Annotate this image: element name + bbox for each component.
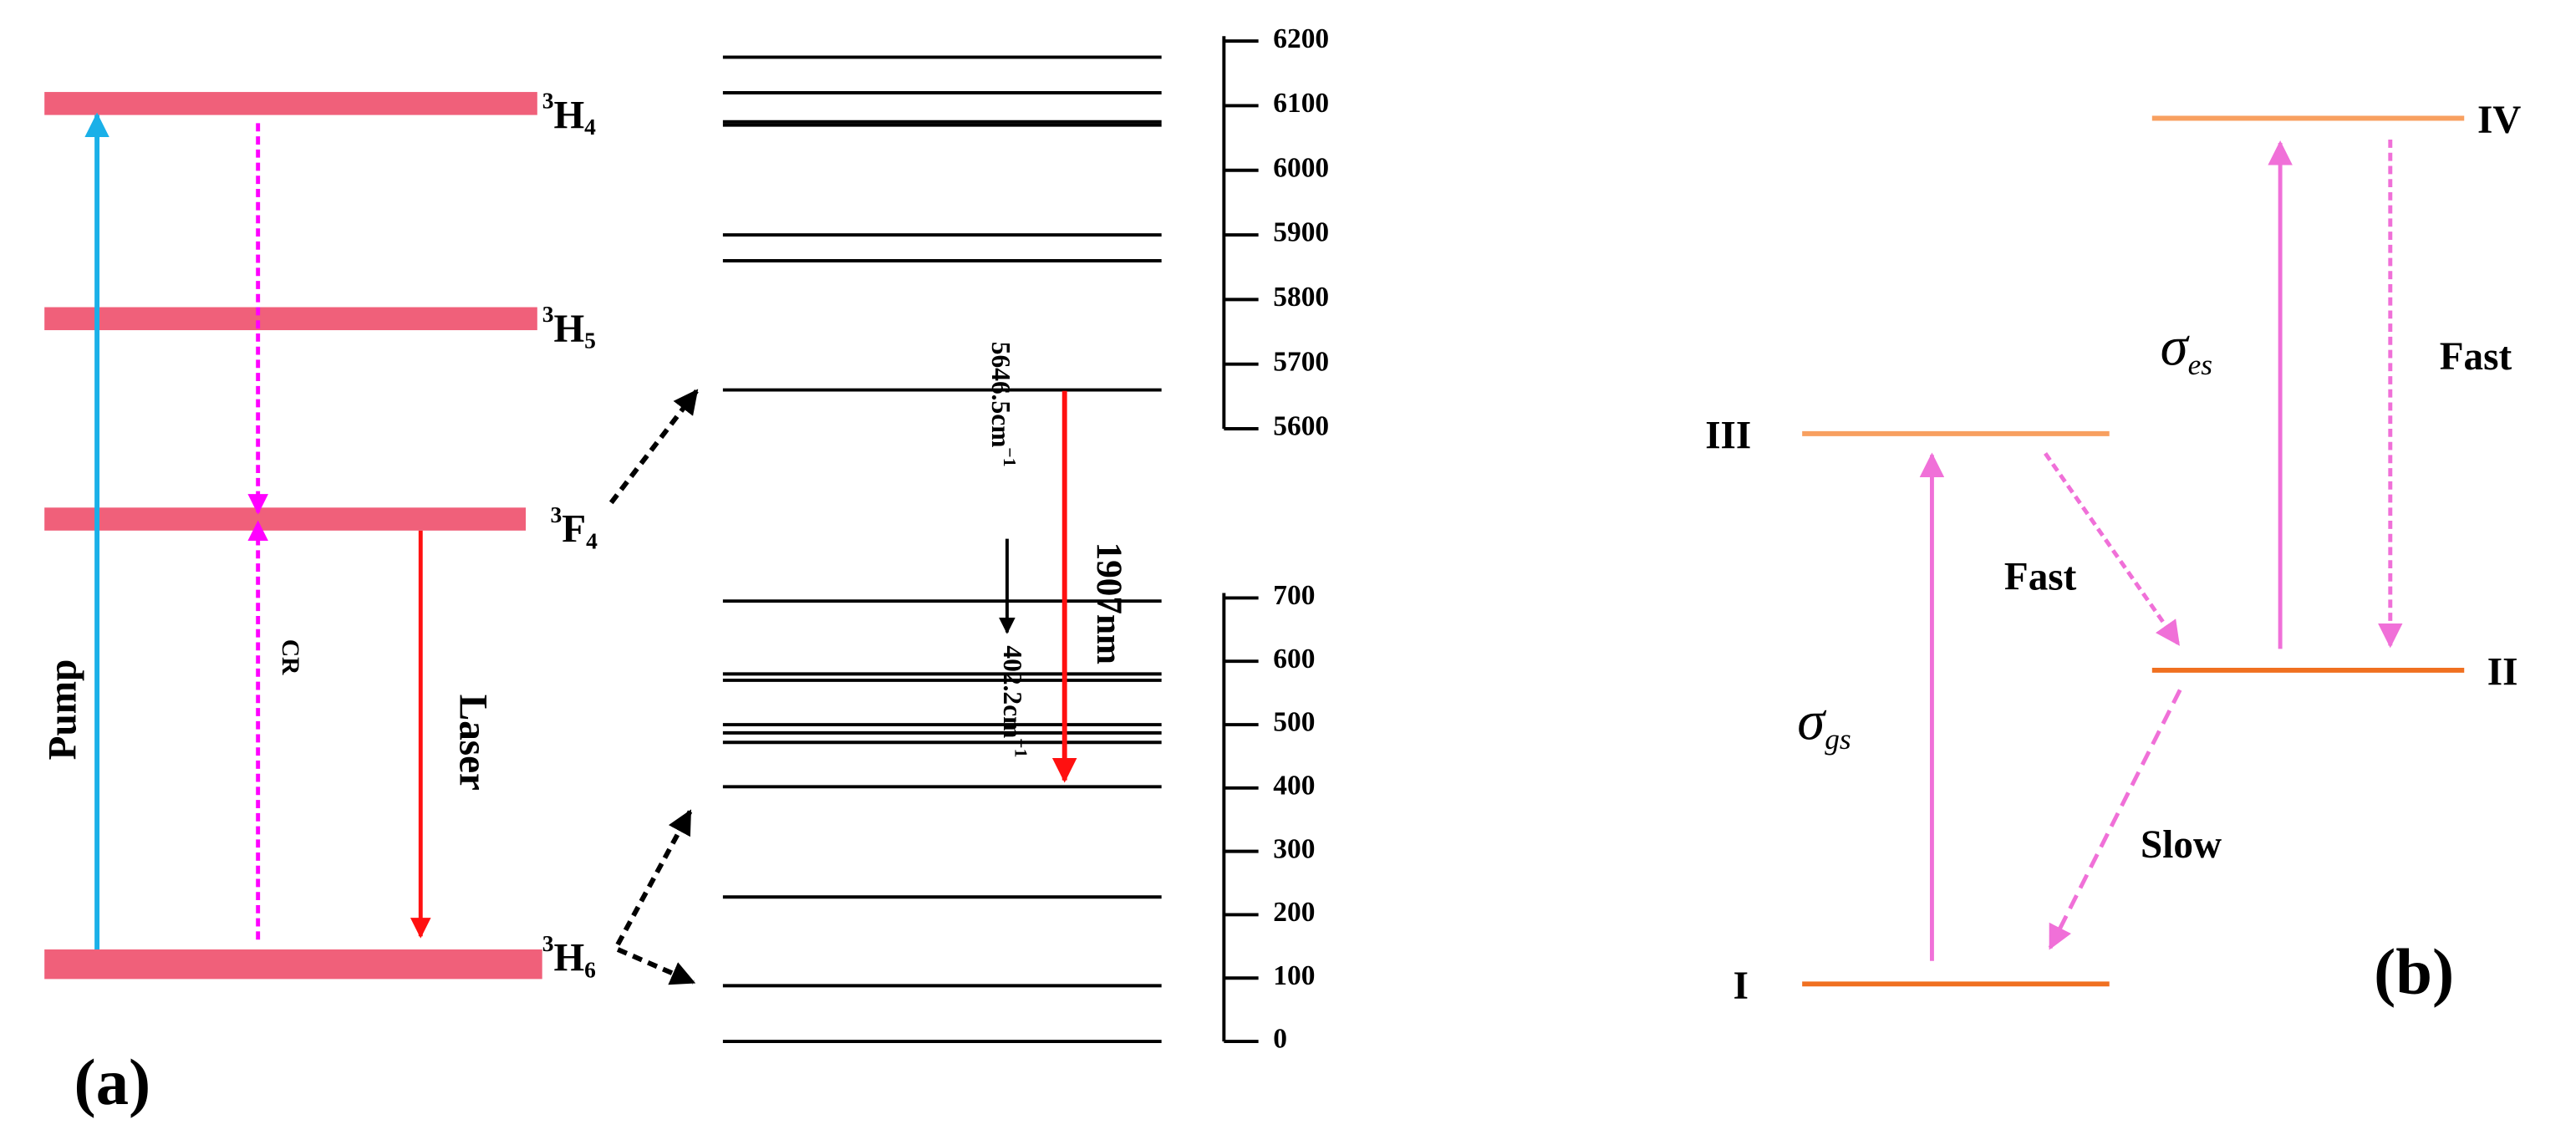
wavelength-annotation: 1907nm [1089,542,1129,664]
energy-annotation: 402.2cm−1 [998,645,1031,757]
tick-label: 100 [1273,960,1315,991]
sub: 4 [584,114,596,140]
level-label: I [1733,964,1749,1008]
sublevels: 5600 5700 5800 5900 6000 6100 6200 0 100 200 300 40… [722,23,1329,1055]
level-bar [44,949,542,980]
level-label: IV [2477,99,2521,142]
sup: 3 [542,930,554,956]
level-bar [44,92,537,115]
level-label: 3H6 [542,930,596,982]
tick-label: 6000 [1273,152,1329,183]
text: 402.2cm [998,645,1027,738]
transition-arrows [1919,140,2403,961]
text: 5646.5cm [986,342,1016,448]
sup: 3 [542,301,554,327]
decay-label: Slow [2141,823,2222,867]
tick-label: 6200 [1273,23,1329,54]
panel-label: (b) [2374,936,2454,1009]
sup: 3 [542,88,554,114]
sub: 6 [584,956,596,982]
dashed-arrow [616,947,696,985]
tick-label: 200 [1273,897,1315,928]
panel-label: (a) [74,1046,151,1119]
tick-label: 400 [1273,771,1315,802]
sub: 5 [584,328,596,354]
level-label: III [1705,415,1751,458]
term: H [553,94,584,137]
tick-label: 500 [1273,707,1315,738]
sub: gs [1825,722,1851,756]
tick-label: 5700 [1273,346,1329,377]
level-label: II [2487,651,2518,695]
decay-label: Fast [2004,556,2077,599]
sigma-es: σes [2161,315,2212,381]
tick-label: 5800 [1273,282,1329,313]
laser-label: Laser [451,695,494,791]
tick-label: 700 [1273,580,1315,611]
sub: es [2188,348,2212,381]
sup: 3 [551,501,563,527]
term: H [553,937,584,980]
cr-label: CR [277,639,303,675]
tick-label: 6100 [1273,88,1329,119]
tick-label: 600 [1273,644,1315,674]
level-label: 3F4 [551,501,598,553]
decay-label: Fast [2440,335,2512,379]
level-label: 3H5 [542,301,596,353]
tick-label: 5600 [1273,411,1329,442]
sup: −1 [1000,447,1020,466]
dashed-arrow [615,809,693,946]
level-labels: 3H4 3H5 3F4 3H6 [542,88,598,983]
term: H [553,308,584,351]
level-bar [44,307,537,331]
dashed-arrow [608,389,699,505]
level-bar [44,507,527,531]
symbol: σ [1797,690,1827,751]
tick-label: 5900 [1273,217,1329,248]
level-bars [44,92,542,980]
manifold-arrows [608,389,699,985]
sup: −1 [1011,738,1031,757]
tick-label: 0 [1273,1024,1287,1055]
pump-label: Pump [42,659,85,761]
sigma-gs: σgs [1797,690,1851,756]
decay-arrow [2044,452,2181,646]
sub: 4 [586,527,598,553]
symbol: σ [2161,315,2191,377]
level-label: 3H4 [542,88,596,140]
decay-arrow [2048,689,2182,950]
level-labels-b: I II III IV [1705,99,2521,1008]
tick-label: 300 [1273,833,1315,864]
term: F [562,508,586,552]
energy-annotation: 5646.5cm−1 [986,342,1020,467]
